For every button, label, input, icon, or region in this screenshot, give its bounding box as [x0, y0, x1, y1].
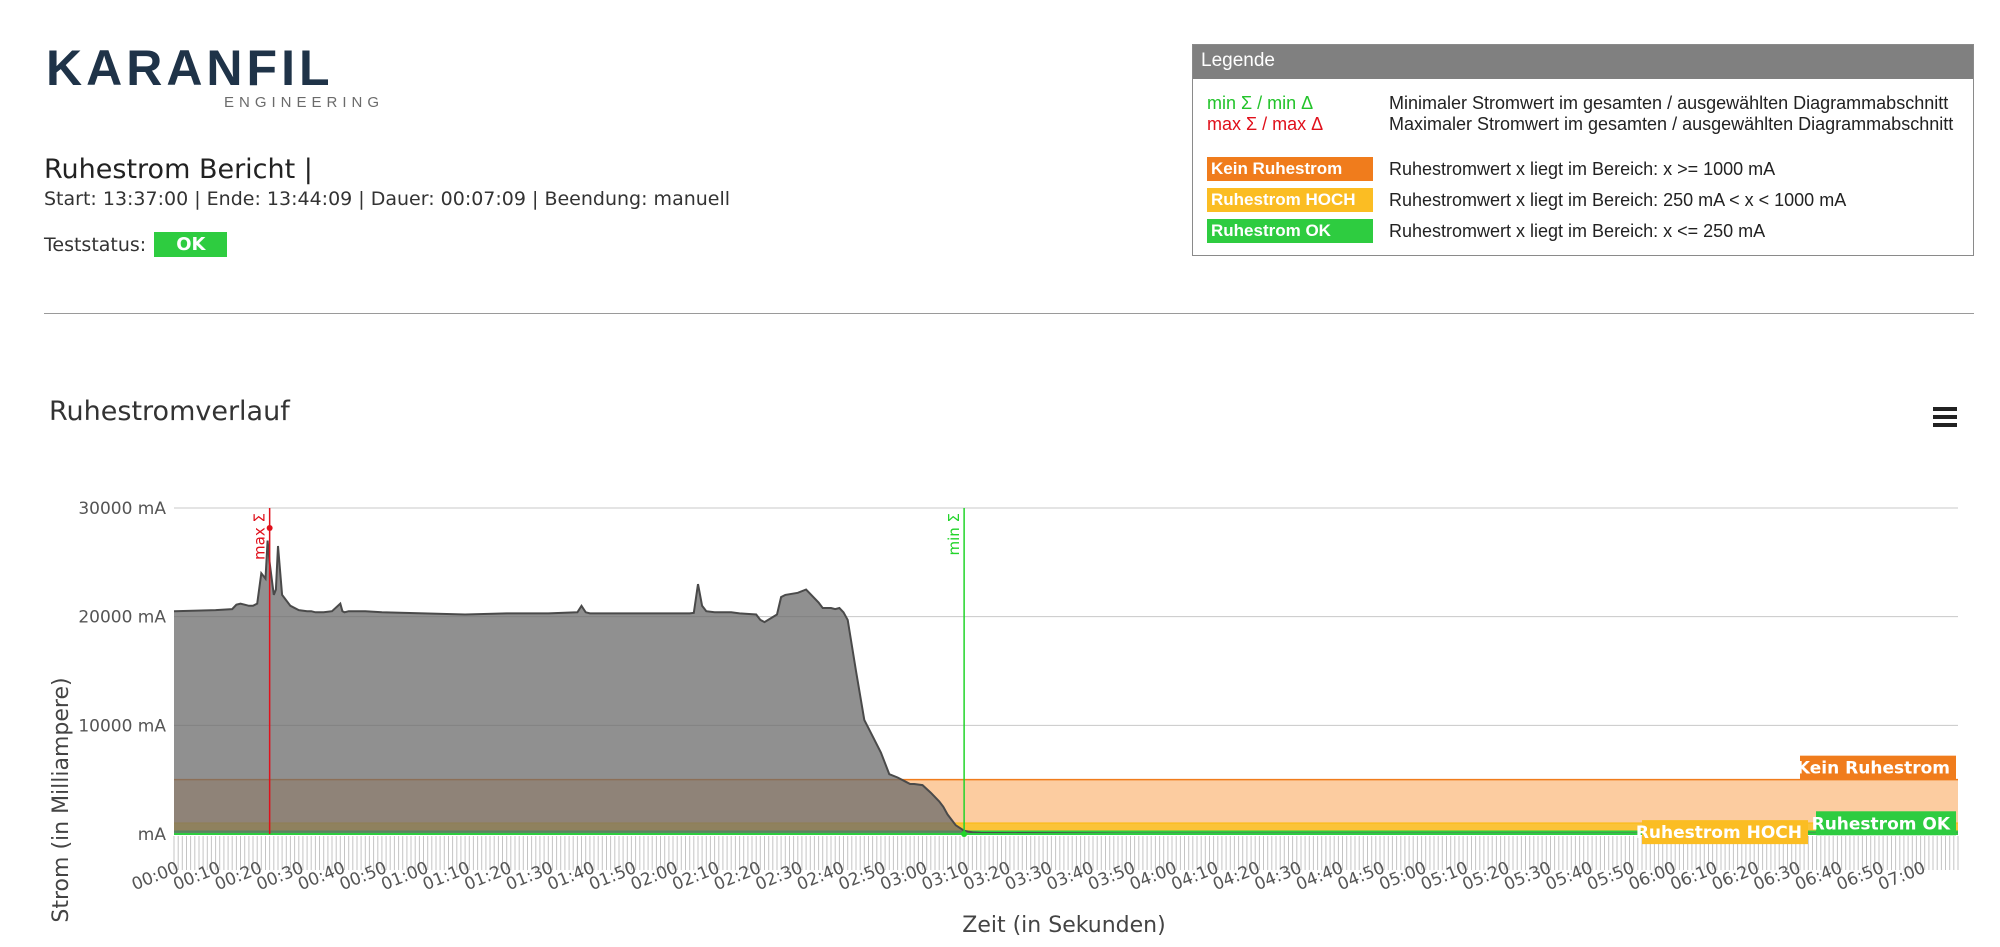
logo-subtitle: ENGINEERING [223, 94, 384, 111]
legend-ok-desc: Ruhestromwert x liegt im Bereich: x <= 2… [1389, 221, 1766, 241]
hamburger-menu-icon[interactable] [1933, 407, 1957, 427]
legend-badge-ruhestrom-hoch: Ruhestrom HOCH [1207, 188, 1373, 212]
status-badge: OK [154, 232, 228, 257]
legend-max-desc: Maximaler Stromwert im gesamten / ausgew… [1389, 114, 1954, 134]
logo-wordmark: KARANFIL [46, 40, 334, 96]
band-label-1: Ruhestrom HOCH [1636, 823, 1802, 843]
minor-ticks [173, 836, 1959, 870]
band-1 [174, 823, 1958, 832]
annotation-marker-1 [961, 831, 968, 837]
band-label-bg-0 [1800, 755, 1956, 780]
y-tick-label-0: mA [138, 825, 167, 845]
y-tick-label-1: 10000 mA [78, 716, 166, 736]
report-meta: Start: 13:37:00 | Ende: 13:44:09 | Dauer… [44, 188, 731, 210]
legend-hoch-desc: Ruhestromwert x liegt im Bereich: 250 mA… [1389, 190, 1847, 210]
legend-max-key: max Σ / max Δ [1207, 114, 1324, 134]
chart-title: Ruhestromverlauf [49, 396, 290, 427]
test-status-label: Teststatus: [44, 233, 147, 256]
report-title: Ruhestrom Bericht | [44, 154, 313, 185]
band-label-bg-1 [1642, 820, 1808, 845]
legend-title: Legende [1193, 45, 1973, 79]
x-axis-label: Zeit (in Sekunden) [962, 913, 1165, 938]
y-axis-label: Strom (in Milliampere) [49, 677, 74, 922]
test-status: Teststatus: OK [44, 232, 228, 257]
legend-badge-ruhestrom-ok: Ruhestrom OK [1207, 219, 1373, 243]
annotation-label-1: min Σ [945, 513, 963, 556]
y-tick-label-3: 30000 mA [78, 499, 166, 519]
series-line [173, 540, 1958, 835]
legend-min-key: min Σ / min Δ [1207, 93, 1314, 113]
legend-badge-kein-ruhestrom: Kein Ruhestrom [1207, 157, 1373, 181]
band-label-2: Ruhestrom OK [1812, 814, 1951, 834]
legend-kein-desc: Ruhestromwert x liegt im Bereich: x >= 1… [1389, 159, 1776, 179]
legend-box: Legende min Σ / min Δ Minimaler Stromwer… [1192, 44, 1974, 256]
y-tick-label-2: 20000 mA [78, 608, 166, 628]
company-logo: KARANFIL ENGINEERING [46, 42, 386, 111]
divider [44, 313, 1974, 314]
legend-min-desc: Minimaler Stromwert im gesamten / ausgew… [1389, 93, 1949, 113]
band-label-bg-2 [1816, 811, 1956, 836]
band-label-0: Kein Ruhestrom [1797, 759, 1950, 779]
annotation-marker-0 [266, 525, 273, 531]
annotation-label-0: max Σ [251, 513, 269, 560]
current-chart: max Σ min Σ Kein Ruhestrom Ruhestrom HOCH R… [49, 499, 1959, 938]
